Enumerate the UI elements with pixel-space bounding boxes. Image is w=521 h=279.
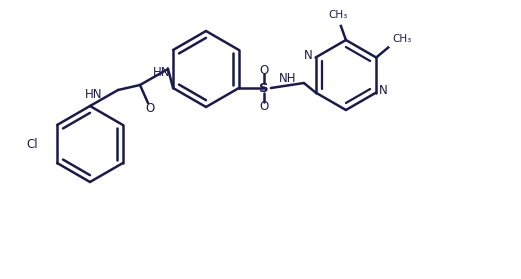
Text: HN: HN (153, 66, 171, 80)
Text: O: O (145, 102, 155, 116)
Text: O: O (259, 100, 268, 112)
Text: HN: HN (85, 88, 103, 100)
Text: Cl: Cl (27, 138, 38, 150)
Text: N: N (304, 49, 313, 62)
Text: CH₃: CH₃ (328, 10, 348, 20)
Text: N: N (379, 84, 388, 97)
Text: S: S (259, 81, 269, 95)
Text: NH: NH (279, 72, 296, 85)
Text: O: O (259, 64, 268, 76)
Text: CH₃: CH₃ (392, 33, 412, 44)
